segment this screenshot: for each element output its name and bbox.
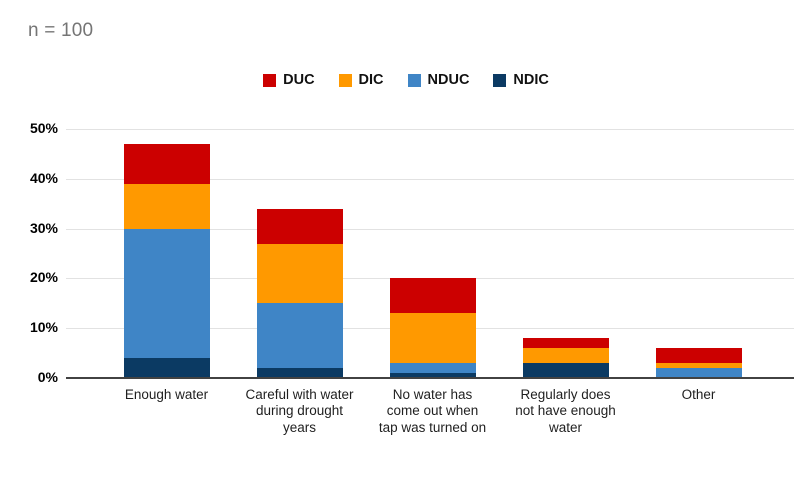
bar-band	[632, 129, 765, 378]
bar-segment-duc	[123, 143, 210, 184]
legend-swatch-icon	[407, 73, 421, 87]
x-category-text: No water has come out when tap was turne…	[378, 387, 487, 435]
bar-segment-duc	[522, 338, 609, 349]
bar-band	[366, 129, 499, 378]
x-category-label: Regularly does not have enough water	[499, 387, 632, 436]
bars-area	[100, 129, 765, 378]
legend: DUC DIC NDUC NDIC	[0, 72, 812, 88]
bar-segment-ndic	[389, 373, 476, 378]
bar-band	[499, 129, 632, 378]
y-tick-label: 40%	[29, 169, 58, 186]
bar-segment-dic	[256, 243, 343, 304]
x-category-label: Other	[632, 387, 765, 436]
bar-segment-dic	[655, 363, 742, 369]
bar-segment-dic	[123, 183, 210, 229]
x-category-label: Enough water	[100, 387, 233, 436]
y-tick-label: 20%	[29, 269, 58, 286]
gridline-50%	[66, 129, 794, 130]
bar-segment-ndic	[123, 358, 210, 378]
bar-3	[389, 278, 476, 378]
legend-label: DIC	[358, 72, 384, 88]
bar-segment-duc	[389, 278, 476, 314]
legend-label: NDUC	[427, 72, 470, 88]
y-tick-label: 50%	[29, 120, 58, 136]
legend-swatch-icon	[263, 73, 277, 87]
bar-segment-nduc	[655, 368, 742, 378]
gridline-40%	[66, 178, 794, 180]
y-tick-label: 30%	[29, 219, 58, 236]
bar-segment-nduc	[123, 228, 210, 359]
x-category-text: Other	[681, 387, 716, 402]
bar-segment-ndic	[522, 363, 609, 378]
x-category-label: No water has come out when tap was turne…	[366, 387, 499, 436]
legend-item-ndic: NDIC	[493, 72, 549, 88]
bar-4	[522, 338, 609, 378]
legend-item-dic: DIC	[338, 72, 384, 88]
x-axis-line	[66, 377, 794, 379]
legend-item-nduc: NDUC	[407, 72, 470, 88]
bar-segment-dic	[522, 348, 609, 364]
legend-label: DUC	[283, 72, 315, 88]
x-axis-labels: Enough water Careful with water during dr…	[100, 387, 765, 436]
bar-segment-ndic	[256, 368, 343, 378]
x-category-text: Careful with water during drought years	[245, 387, 354, 435]
bar-1	[123, 143, 210, 378]
gridline-30%	[66, 228, 794, 230]
y-tick-label: 10%	[29, 319, 58, 336]
x-category-label: Careful with water during drought years	[233, 387, 366, 436]
bar-band	[233, 129, 366, 378]
y-tick-label: 0%	[37, 369, 58, 385]
bar-segment-nduc	[256, 303, 343, 369]
x-category-text: Regularly does not have enough water	[515, 387, 616, 435]
legend-swatch-icon	[338, 73, 352, 87]
chart-title: n = 100	[28, 20, 94, 41]
legend-swatch-icon	[493, 73, 507, 87]
bar-segment-nduc	[389, 363, 476, 374]
legend-label: NDIC	[513, 72, 549, 88]
bar-2	[256, 208, 343, 378]
bar-band	[100, 129, 233, 378]
bar-segment-duc	[256, 208, 343, 244]
bar-segment-duc	[655, 348, 742, 364]
x-category-text: Enough water	[124, 387, 209, 402]
bar-5	[655, 348, 742, 378]
legend-item-duc: DUC	[263, 72, 315, 88]
bar-segment-dic	[389, 313, 476, 364]
